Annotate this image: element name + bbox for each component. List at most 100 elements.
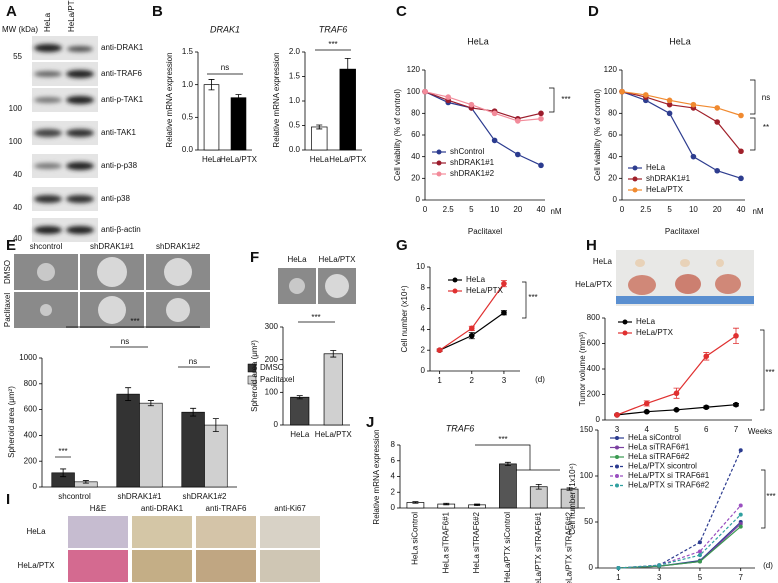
error-bar	[412, 501, 419, 504]
legend-marker	[632, 187, 638, 193]
y-axis-label: Cell number (x10⁴)	[400, 285, 409, 352]
data-point	[703, 404, 710, 411]
series-line	[621, 91, 742, 152]
y-tick-label: 0	[596, 415, 601, 424]
bar	[116, 393, 140, 488]
x-unit: Weeks	[748, 427, 772, 436]
data-point	[445, 94, 452, 100]
data-point	[538, 115, 544, 122]
legend-swatch	[247, 363, 257, 373]
y-tick-label: 100	[265, 387, 279, 396]
x-tick-label: HeLa siTRAF6#2	[472, 511, 481, 573]
y-tick-label: 1.5	[182, 47, 194, 56]
x-tick-label: HeLa siTRAF6#1	[441, 511, 450, 573]
data-point	[690, 153, 697, 160]
annotation: **	[763, 123, 769, 132]
data-point	[714, 167, 720, 174]
legend-label: Paclitaxel	[260, 375, 294, 384]
series-line	[616, 335, 737, 416]
antibody-label: anti-TRAF6	[101, 69, 142, 78]
x-tick-label: 3	[502, 376, 507, 385]
legend-marker	[436, 171, 442, 177]
y-tick-label: 0	[589, 563, 594, 572]
significance-bracket	[761, 469, 766, 529]
x-tick-label: HeLa/PTX	[329, 155, 367, 164]
x-tick-label: HeLa	[202, 155, 222, 164]
legend-marker	[615, 464, 619, 469]
data-point	[666, 101, 673, 108]
legend-marker	[615, 474, 619, 478]
y-tick-label: 200	[24, 456, 38, 465]
error-bar	[235, 94, 242, 102]
row-label: HeLa	[26, 527, 46, 536]
y-tick-label: 120	[604, 65, 618, 74]
significance-bracket	[750, 117, 756, 151]
legend-label: HeLa/PTX	[636, 328, 674, 337]
y-tick-label: 0	[391, 503, 396, 512]
mw-label: 55	[13, 52, 22, 61]
x-tick-label: HeLa/PTX siTRAF6#1	[534, 511, 543, 583]
x-unit: (d)	[763, 561, 773, 570]
x-tick-label: 0	[423, 205, 428, 214]
panel-letter: E	[6, 237, 16, 254]
y-tick-label: 200	[265, 355, 279, 364]
data-point	[643, 400, 650, 407]
y-axis-label: Relative mRNA expression	[165, 52, 174, 147]
legend-marker	[615, 483, 619, 488]
x-tick-label: 7	[734, 425, 739, 434]
x-tick-label: 5	[674, 425, 679, 434]
error-bar	[147, 400, 154, 407]
panel-letter: G	[396, 237, 408, 254]
legend-label: shControl	[450, 147, 484, 156]
chart-title: TRAF6	[319, 24, 348, 34]
data-point	[697, 540, 702, 545]
y-tick-label: 1000	[19, 353, 37, 362]
legend-marker	[436, 149, 442, 155]
y-axis-label: Spheroid area (μm²)	[250, 340, 259, 412]
column-label: shDRAK1#2	[156, 242, 201, 251]
legend-label: HeLa	[636, 317, 656, 326]
panel-letter: C	[396, 3, 407, 20]
y-tick-label: 300	[265, 322, 279, 331]
antibody-label: anti-β-actin	[101, 225, 141, 234]
y-tick-label: 40	[411, 152, 420, 161]
legend-marker	[632, 165, 638, 171]
legend-marker	[622, 319, 628, 325]
series-line	[621, 91, 742, 117]
x-tick-label: 5	[667, 205, 672, 214]
x-tick-label: HeLa	[290, 430, 310, 439]
data-point	[468, 332, 475, 339]
y-tick-label: 0	[416, 195, 421, 204]
legend-label: shDRAK1#1	[646, 174, 691, 183]
x-axis-label: Paclitaxel	[665, 227, 699, 236]
panel-letter: B	[152, 3, 163, 20]
x-tick-label: 1	[616, 573, 621, 582]
legend-marker	[452, 277, 458, 283]
y-tick-label: 80	[411, 108, 420, 117]
x-tick-label: HeLa/PTX	[220, 155, 258, 164]
panel-letter: A	[6, 3, 17, 20]
data-point	[491, 110, 498, 117]
bar	[230, 97, 247, 151]
antibody-label: anti-p-p38	[101, 161, 138, 170]
x-tick-label: 4	[645, 425, 650, 434]
panel-letter: D	[588, 3, 599, 20]
error-bar	[296, 395, 303, 400]
data-point	[733, 401, 739, 408]
row-label: HeLa	[593, 257, 613, 266]
data-point	[619, 88, 625, 95]
chart-title: HeLa	[669, 36, 691, 46]
y-tick-label: 1.5	[289, 72, 301, 81]
y-tick-label: 40	[608, 152, 617, 161]
y-tick-label: 60	[608, 130, 617, 139]
legend-marker	[615, 455, 619, 459]
tumor-photo	[616, 250, 754, 306]
legend-label: HeLa	[466, 275, 486, 284]
x-tick-label: HeLa/PTX	[315, 430, 353, 439]
x-tick-label: 10	[490, 205, 499, 214]
data-point	[738, 524, 743, 529]
error-bar	[443, 502, 450, 506]
data-point	[468, 101, 475, 108]
chart-title: DRAK1	[210, 24, 240, 34]
x-tick-label: HeLa/PTX siControl	[503, 512, 512, 583]
